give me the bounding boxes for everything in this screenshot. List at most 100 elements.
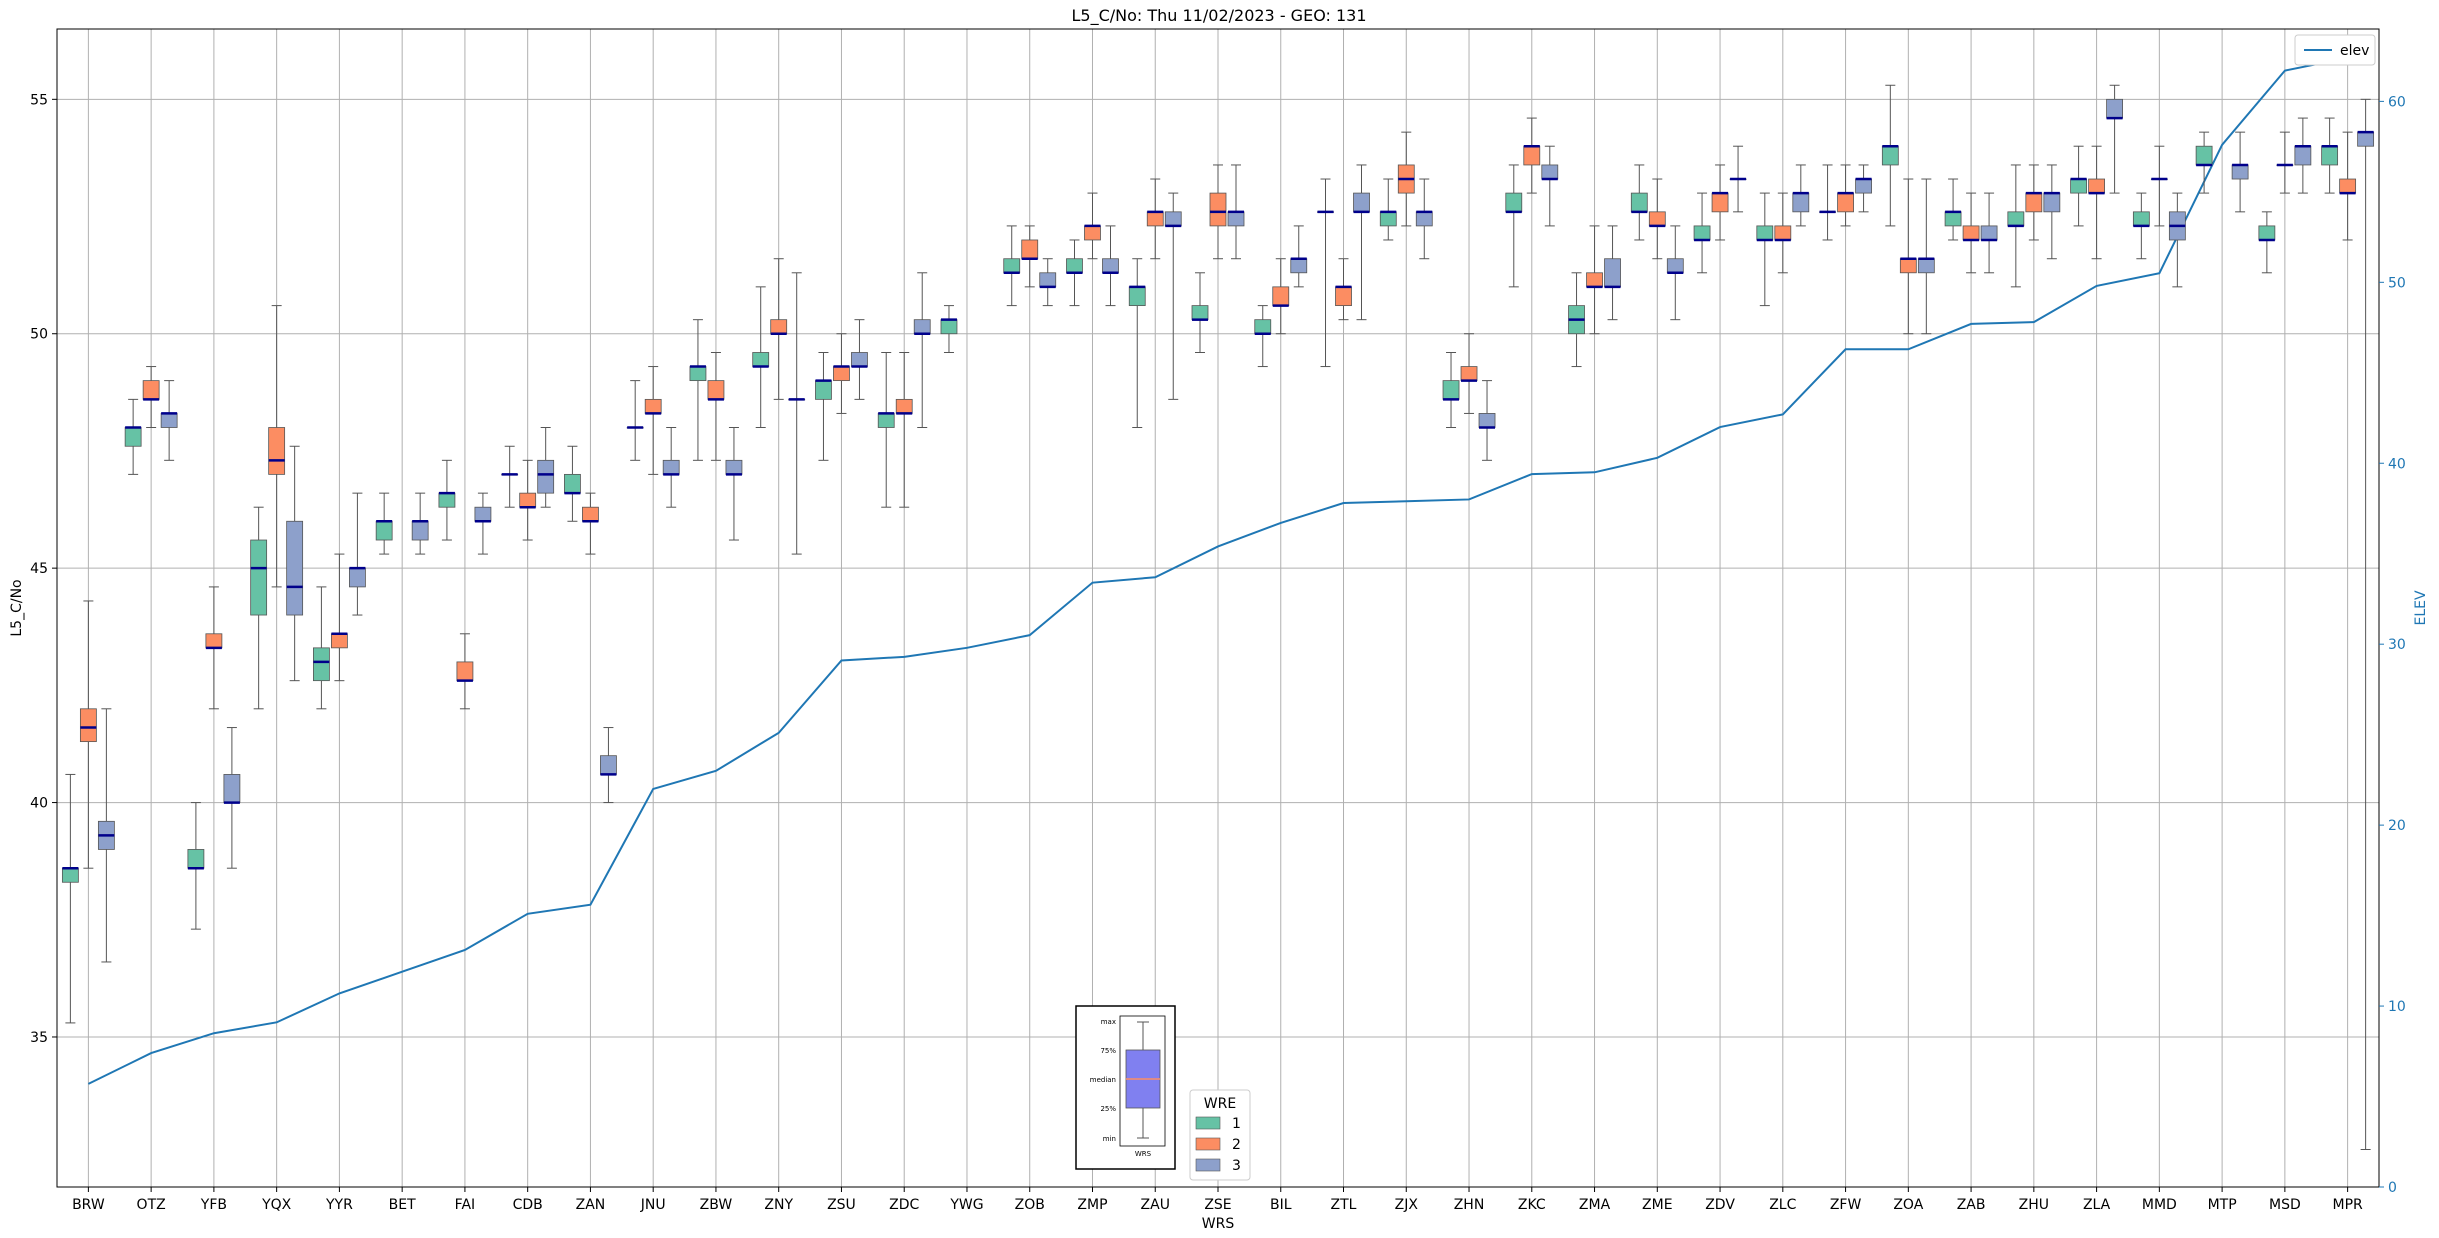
box-wre-3-ZSU [851,319,868,400]
x-tick-label: ZAN [576,1197,606,1213]
box-key-label-median: median [1090,1076,1116,1084]
x-tick-label: ZLA [2083,1197,2111,1213]
x-tick-label: MSD [2269,1197,2301,1213]
box-wre-2-ZLC [1774,192,1792,274]
box-wre-3-MMD [2168,192,2186,288]
box [1523,145,1541,166]
box-wre-2-ZBW [707,351,725,461]
box-wre-2-ZFW [1837,164,1854,227]
box [725,459,743,475]
box [770,319,788,335]
x-tick-label: ZLC [1769,1197,1796,1213]
box [1191,305,1209,321]
box [1837,192,1854,213]
y-tick-label: 35 [30,1030,48,1046]
x-tick-label: BET [389,1197,416,1213]
box-wre-1-MPR [2321,117,2339,194]
y2-tick-label: 30 [2388,637,2406,653]
box-wre-3-ZAU [1164,192,1182,400]
wre-legend: WRE 1 2 3 [1189,1089,1251,1181]
x-tick-label: YQX [261,1197,292,1213]
elev-legend: elev [2294,34,2376,66]
box-wre-2-ZME [1648,178,1666,260]
box [1021,239,1039,260]
box-key-xlabel: WRS [1135,1150,1152,1158]
box-wre-3-ZHU [2043,164,2061,260]
x-tick-label: ZHN [1454,1197,1485,1213]
x-tick-label: FAI [455,1197,475,1213]
box-wre-2-YFB [205,586,223,710]
box-wre-2-ZNY [770,258,788,400]
box-wre-3-ZAB [1980,192,1998,274]
box-wre-1-JNU [626,380,644,461]
box [2132,211,2150,227]
x-tick-label: YFB [200,1197,227,1213]
box-wre-2-OTZ [142,366,160,429]
x-tick-label: ZSU [827,1197,856,1213]
box [1630,192,1648,213]
y2-tick-label: 50 [2388,275,2406,291]
box-wre-1-BIL [1254,305,1272,368]
box-wre-2-ZDC [895,351,913,508]
box-wre-1-ZTL [1317,178,1334,368]
box [411,520,429,541]
box-wre-2-YYR [331,553,348,682]
box [1962,225,1980,241]
box [564,473,581,494]
box [2294,145,2312,166]
box-wre-1-ZSE [1191,272,1209,353]
x-tick-label: ZJX [1395,1197,1419,1213]
box [2357,131,2375,147]
box-wre-3-ZBW [725,427,743,541]
box-wre-1-ZME [1630,164,1648,241]
box-wre-3-JNU [662,427,680,508]
x-tick-label: MPR [2332,1197,2363,1213]
box-wre-1-CDB [501,445,519,508]
x-tick-label: ZFW [1830,1197,1862,1213]
box-wre-3-BET [411,492,429,555]
box [286,520,304,616]
box [474,506,492,522]
box-wre-1-ZAB [1944,178,1962,241]
box [79,708,97,743]
box [2258,225,2276,241]
box [851,352,868,367]
x-tick-label: ZMP [1077,1197,1107,1213]
wre-legend-label-2: 2 [1232,1137,1241,1153]
box-wre-1-ZKC [1505,164,1523,288]
box-key-label-75: 75% [1100,1047,1116,1055]
x-tick-label: ZDC [889,1197,919,1213]
x-tick-label: ZSE [1204,1197,1231,1213]
box-key-label-25: 25% [1100,1105,1116,1113]
wre-legend-label-1: 1 [1232,1116,1241,1132]
box [913,319,931,335]
box-wre-2-BIL [1272,258,1290,335]
x-tick-label: MMD [2142,1197,2177,1213]
elev-legend-label: elev [2340,43,2369,59]
x-tick-label: ZNY [764,1197,793,1213]
box-wre-2-ZJX [1397,131,1415,227]
box [1505,192,1523,213]
wre-legend-title: WRE [1204,1096,1236,1112]
box [2025,192,2043,213]
box [1586,272,1603,288]
wre-legend-swatch-3 [1195,1158,1221,1172]
box-wre-3-FAI [474,492,492,555]
x-tick-label: BIL [1270,1197,1292,1213]
box-wre-1-YWG [940,305,958,353]
box [1039,272,1057,288]
box-wre-1-YFB [187,802,205,930]
box [815,380,832,400]
box [752,352,770,367]
box [1415,211,1433,227]
box [1084,225,1101,241]
box [895,398,913,414]
y2-tick-label: 60 [2388,94,2406,110]
y-axis-label: L5_C/No [9,579,25,636]
box [537,459,555,494]
box [205,633,223,649]
box-wre-3-ZME [1666,225,1684,321]
box [2088,178,2105,194]
wre-legend-swatch-1 [1195,1116,1221,1130]
box-wre-1-ZDV [1693,192,1711,274]
